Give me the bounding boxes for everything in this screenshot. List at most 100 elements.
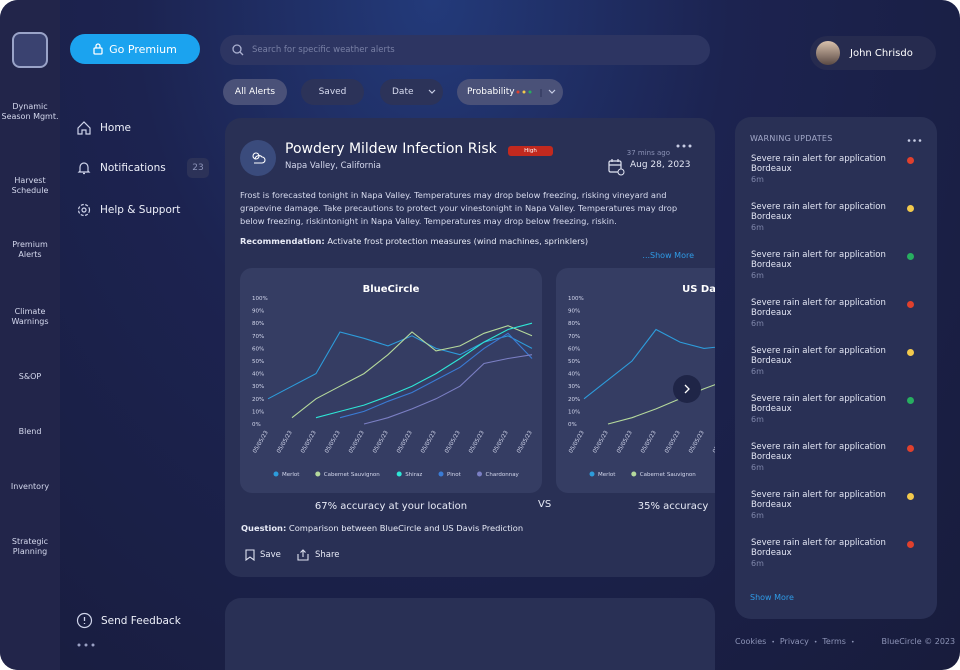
filter-probability[interactable]: Probability bbox=[457, 79, 563, 105]
menu-label: Help & Support bbox=[100, 204, 181, 216]
menu-help[interactable]: Help & Support bbox=[76, 202, 180, 218]
go-premium-button[interactable]: Go Premium bbox=[70, 34, 200, 64]
recommendation: Recommendation: Activate frost protectio… bbox=[240, 236, 588, 246]
next-alert-card bbox=[225, 598, 715, 670]
warning-text[interactable]: Severe rain alert for application Bordea… bbox=[751, 346, 886, 366]
y-tick-label: 90% bbox=[568, 309, 580, 315]
warning-time: 6m bbox=[751, 415, 764, 424]
footer-separator: • bbox=[850, 639, 855, 646]
warning-text[interactable]: Severe rain alert for application Bordea… bbox=[751, 154, 886, 174]
y-tick-label: 40% bbox=[252, 372, 264, 378]
y-tick-label: 20% bbox=[252, 397, 264, 403]
warning-text[interactable]: Severe rain alert for application Bordea… bbox=[751, 490, 886, 510]
warning-dot bbox=[907, 541, 914, 548]
footer-link[interactable]: Cookies bbox=[735, 637, 767, 646]
nav-label[interactable]: Blend bbox=[18, 427, 42, 436]
nav-label[interactable]: S&OP bbox=[18, 372, 42, 381]
series-line bbox=[607, 384, 715, 425]
search-icon bbox=[232, 44, 244, 56]
legend-label: Pinot bbox=[447, 472, 462, 478]
series-line bbox=[267, 331, 533, 400]
footer-link[interactable]: Terms bbox=[822, 637, 846, 646]
warning-text[interactable]: Severe rain alert for application Bordea… bbox=[751, 202, 886, 222]
x-tick-label: 05/05/23 bbox=[324, 430, 342, 455]
warning-text[interactable]: Severe rain alert for application Bordea… bbox=[751, 442, 886, 462]
y-tick-label: 30% bbox=[252, 384, 264, 390]
warning-dot bbox=[907, 301, 914, 308]
warning-text[interactable]: Severe rain alert for application Bordea… bbox=[751, 394, 886, 414]
search-bar[interactable]: Search for specific weather alerts bbox=[220, 35, 710, 65]
home-icon bbox=[77, 121, 91, 135]
nav-label[interactable]: Dynamic Season Mgmt. bbox=[1, 102, 59, 121]
legend-swatch bbox=[438, 471, 444, 477]
chart-title: BlueCircle bbox=[363, 284, 420, 295]
legend-swatch bbox=[631, 471, 637, 477]
more-dots[interactable] bbox=[77, 642, 97, 648]
warning-show-more[interactable]: Show More bbox=[750, 593, 794, 602]
y-tick-label: 80% bbox=[568, 321, 580, 327]
warning-dot bbox=[907, 205, 914, 212]
x-tick-label: 05/05/23 bbox=[688, 430, 706, 455]
legend-label: Shiraz bbox=[405, 472, 422, 478]
warning-dot bbox=[907, 349, 914, 356]
footer-link[interactable]: Privacy bbox=[779, 637, 809, 646]
legend-swatch bbox=[477, 471, 482, 477]
x-tick-label: 05/05/23 bbox=[592, 430, 610, 455]
warning-title: WARNING UPDATES bbox=[750, 134, 833, 143]
go-premium-label: Go Premium bbox=[109, 42, 177, 56]
x-tick-label: 05/05/23 bbox=[396, 430, 414, 455]
filter-saved[interactable]: Saved bbox=[301, 79, 364, 105]
y-tick-label: 50% bbox=[568, 359, 580, 365]
alert-date: Aug 28, 2023 bbox=[630, 160, 691, 170]
warning-text[interactable]: Severe rain alert for application Bordea… bbox=[751, 250, 886, 270]
filter-label: Probability bbox=[467, 87, 515, 97]
y-tick-label: 80% bbox=[252, 321, 264, 327]
show-more-link[interactable]: ...Show More bbox=[642, 251, 694, 260]
user-pill[interactable]: John Chrisdo bbox=[810, 36, 936, 70]
x-tick-label: 05/05/23 bbox=[252, 430, 270, 455]
x-tick-label: 05/05/23 bbox=[348, 430, 366, 455]
series-line bbox=[315, 322, 533, 419]
alert-location: Napa Valley, California bbox=[285, 161, 381, 171]
probability-dots bbox=[516, 89, 556, 97]
action-label: Save bbox=[260, 550, 281, 560]
x-tick-label: 05/05/23 bbox=[664, 430, 682, 455]
nav-label[interactable]: Strategic Planning bbox=[11, 537, 49, 556]
share-button[interactable]: Share bbox=[297, 549, 340, 561]
legend-swatch bbox=[273, 471, 279, 477]
menu-notifications[interactable]: Notifications bbox=[76, 160, 166, 176]
warning-text[interactable]: Severe rain alert for application Bordea… bbox=[751, 298, 886, 318]
chart-title: US Davis bbox=[682, 284, 715, 295]
weather-glyph bbox=[252, 152, 266, 164]
footer: Cookies • Privacy • Terms • BlueCircle © 2023 bbox=[735, 637, 955, 648]
nav-label[interactable]: Inventory bbox=[10, 482, 50, 491]
nav-label[interactable]: Premium Alerts bbox=[12, 240, 48, 259]
y-tick-label: 60% bbox=[252, 346, 264, 352]
menu-home[interactable]: Home bbox=[76, 120, 131, 136]
warning-text[interactable]: Severe rain alert for application Bordea… bbox=[751, 538, 886, 558]
y-tick-label: 40% bbox=[568, 372, 580, 378]
notification-badge: 23 bbox=[187, 158, 209, 178]
x-tick-label: 05/05/23 bbox=[568, 430, 586, 455]
bell-icon bbox=[77, 162, 91, 175]
filter-all-alerts[interactable]: All Alerts bbox=[223, 79, 287, 105]
x-tick-label: 05/05/23 bbox=[616, 430, 634, 455]
y-tick-label: 70% bbox=[568, 334, 580, 340]
x-tick-label: 05/05/23 bbox=[300, 430, 318, 455]
send-feedback[interactable]: Send Feedback bbox=[76, 612, 181, 629]
weather-icon bbox=[240, 140, 276, 176]
question-label: Question: bbox=[241, 523, 287, 533]
warning-time: 6m bbox=[751, 463, 764, 472]
y-tick-label: 30% bbox=[568, 384, 580, 390]
next-arrow-button[interactable] bbox=[673, 375, 701, 403]
nav-label[interactable]: Harvest Schedule bbox=[11, 176, 49, 195]
card-menu-dots[interactable] bbox=[676, 143, 696, 149]
legend-swatch bbox=[589, 471, 595, 477]
save-button[interactable]: Save bbox=[245, 549, 281, 561]
warning-panel: WARNING UPDATES Show More Severe rain al… bbox=[735, 117, 937, 619]
warning-time: 6m bbox=[751, 271, 764, 280]
panel-menu-dots[interactable] bbox=[907, 138, 923, 143]
nav-label[interactable]: Climate Warnings bbox=[11, 307, 49, 326]
logo bbox=[12, 32, 48, 68]
y-tick-label: 90% bbox=[252, 309, 264, 315]
